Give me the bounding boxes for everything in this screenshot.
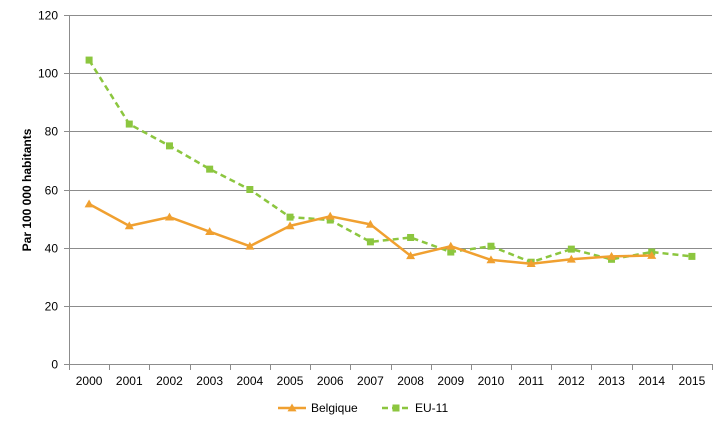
x-tick-label: 2010 bbox=[478, 374, 505, 388]
x-tick-label: 2007 bbox=[357, 374, 384, 388]
y-axis-label: Par 100 000 habitants bbox=[20, 128, 34, 251]
data-point bbox=[124, 221, 134, 230]
series-group bbox=[84, 56, 696, 268]
data-point bbox=[566, 254, 576, 263]
data-point bbox=[688, 252, 696, 260]
data-point bbox=[366, 238, 374, 246]
data-point bbox=[406, 251, 416, 260]
data-point bbox=[325, 211, 335, 220]
data-point bbox=[567, 245, 575, 253]
legend-label: EU-11 bbox=[415, 401, 448, 415]
x-tick-label: 2003 bbox=[196, 374, 223, 388]
y-tick-label: 60 bbox=[45, 184, 59, 198]
data-point bbox=[326, 216, 334, 224]
data-point bbox=[447, 248, 455, 256]
x-tick-label: 2015 bbox=[679, 374, 706, 388]
data-point bbox=[164, 212, 174, 221]
y-tick-labels: 0 20 40 60 80 100 120 bbox=[38, 9, 58, 372]
data-point bbox=[125, 120, 133, 128]
data-point bbox=[647, 251, 657, 259]
x-tick-labels: 2000 2001 2002 2003 2004 2005 2006 2007 2008 2009… bbox=[76, 374, 706, 388]
data-point bbox=[607, 251, 617, 260]
data-point bbox=[526, 259, 536, 268]
data-point bbox=[245, 241, 255, 250]
data-point bbox=[487, 242, 495, 250]
data-point bbox=[486, 255, 496, 264]
series-line bbox=[88, 202, 652, 265]
data-point bbox=[206, 165, 214, 173]
legend-label: Belgique bbox=[311, 401, 358, 415]
legend-marker bbox=[287, 403, 297, 412]
data-point bbox=[286, 213, 294, 221]
data-point bbox=[205, 227, 215, 236]
x-tick-label: 2012 bbox=[558, 374, 585, 388]
legend: Belgique EU-11 bbox=[278, 401, 448, 415]
data-point bbox=[365, 219, 375, 228]
y-tick-label: 20 bbox=[45, 300, 59, 314]
x-tick-label: 2011 bbox=[518, 374, 544, 388]
legend-item-eu-11: EU-11 bbox=[382, 401, 448, 415]
y-tick-label: 120 bbox=[38, 9, 58, 23]
x-tick-label: 2009 bbox=[437, 374, 464, 388]
x-tick-label: 2001 bbox=[116, 374, 143, 388]
y-tick-label: 0 bbox=[51, 358, 58, 372]
x-tick-label: 2006 bbox=[317, 374, 344, 388]
data-point bbox=[407, 233, 415, 241]
gridlines bbox=[69, 15, 712, 307]
legend-marker bbox=[392, 404, 400, 412]
x-tick-label: 2013 bbox=[598, 374, 625, 388]
y-tick-label: 80 bbox=[45, 125, 59, 139]
legend-item-belgique: Belgique bbox=[278, 401, 358, 415]
x-tick-label: 2000 bbox=[76, 374, 103, 388]
y-tick-label: 40 bbox=[45, 242, 59, 256]
x-tick-label: 2014 bbox=[638, 374, 665, 388]
series-line bbox=[88, 59, 693, 264]
x-tick-label: 2004 bbox=[236, 374, 263, 388]
series-belgique bbox=[84, 199, 657, 268]
data-point bbox=[85, 56, 93, 64]
data-point bbox=[246, 186, 254, 193]
x-tick-label: 2002 bbox=[156, 374, 183, 388]
data-point bbox=[165, 142, 173, 150]
x-tick-label: 2005 bbox=[277, 374, 304, 388]
axes bbox=[64, 15, 713, 370]
data-point bbox=[446, 241, 456, 250]
data-point bbox=[84, 199, 94, 208]
data-point bbox=[285, 221, 295, 230]
x-tick-label: 2008 bbox=[397, 374, 424, 388]
y-tick-label: 100 bbox=[38, 67, 58, 81]
series-eu-11 bbox=[85, 56, 696, 266]
